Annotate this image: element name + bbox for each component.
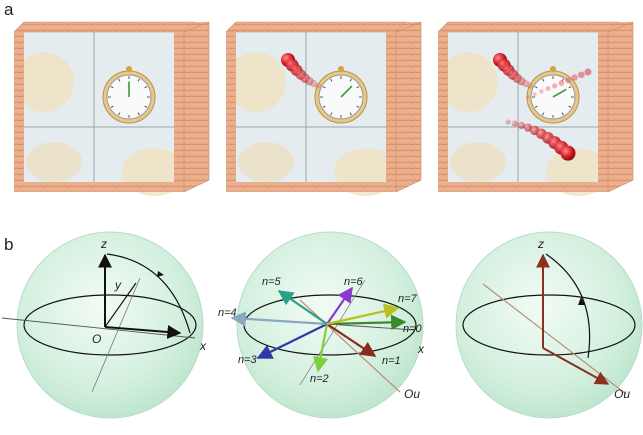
wood-frame-front-right: [598, 32, 608, 192]
wood-frame-left: [438, 32, 448, 192]
n-vector-4: [230, 311, 328, 327]
sphere3-z-label: z: [537, 237, 544, 251]
box-3: [437, 21, 634, 196]
wood-frame-top: [13, 21, 195, 33]
bead-trail: [281, 53, 321, 89]
n-vector-1: [326, 323, 377, 357]
bead: [560, 145, 576, 161]
wood-frame-top: [437, 21, 619, 33]
reflected-clock: [14, 52, 74, 112]
wood-frame-bottom: [438, 182, 608, 192]
n-vector-6: [326, 286, 353, 325]
sphere-3: z Ou: [455, 231, 643, 419]
bead: [545, 86, 551, 92]
bead: [532, 92, 537, 97]
wood-frame-top: [225, 21, 407, 33]
bead: [578, 71, 585, 79]
reflected-clock: [238, 142, 294, 182]
panel-label-b: b: [4, 235, 13, 254]
n-label-2: n=2: [310, 373, 329, 385]
wood-frame-left: [14, 32, 24, 192]
reflected-clock: [438, 52, 498, 112]
clock-boxes: [13, 21, 634, 196]
n-label-0: n=0: [403, 323, 423, 335]
n-label-7: n=7: [398, 293, 418, 305]
bead: [584, 68, 592, 76]
sphere1-x-label: x: [199, 339, 207, 353]
bead: [511, 120, 518, 127]
sphere1-origin-label: O: [92, 332, 101, 346]
clock: [526, 66, 580, 124]
wood-frame-bottom: [14, 182, 184, 192]
bead: [571, 74, 578, 81]
n-vector-3: [256, 323, 328, 359]
reflected-clock: [450, 142, 506, 182]
sphere1-y-label: y: [114, 278, 122, 292]
sphere-2: x Ou n=0 n=1 n=2 n=3 n=4 n=5 n=6 n=7: [218, 231, 425, 419]
sphere1-z-label: z: [100, 237, 107, 251]
n-vectors: [230, 286, 407, 373]
wood-frame-bottom: [226, 182, 396, 192]
clock: [102, 66, 156, 124]
n-vector-7: [326, 303, 400, 326]
n-vector-5: [277, 290, 328, 325]
sphere-1: z y O x: [1, 231, 207, 419]
wood-side-panel: [395, 21, 422, 193]
reflected-clock: [26, 142, 82, 182]
bead-trail: [526, 68, 592, 99]
wood-frame-left: [226, 32, 236, 192]
n-label-6: n=6: [344, 276, 364, 288]
n-label-1: n=1: [382, 355, 401, 367]
wood-frame-front-right: [174, 32, 184, 192]
bead: [552, 83, 558, 89]
n-vector-2: [313, 323, 329, 373]
wood-side-panel: [183, 21, 210, 193]
bead: [565, 77, 571, 84]
n-label-4: n=4: [218, 307, 237, 319]
bead: [315, 82, 321, 89]
clock: [314, 66, 368, 124]
bead-trail: [505, 119, 576, 161]
n-vector-0: [326, 314, 407, 331]
n-label-3: n=3: [238, 354, 258, 366]
bead: [558, 80, 565, 86]
panel-label-a: a: [4, 0, 14, 19]
box-2: [225, 21, 422, 196]
bead: [526, 95, 530, 99]
box-1: [13, 21, 210, 196]
sphere3-ou-label: Ou: [614, 387, 630, 401]
bead: [505, 119, 511, 125]
bead: [517, 121, 525, 130]
reflected-clock: [226, 52, 286, 112]
sphere2-x-label: x: [417, 342, 425, 356]
wood-side-panel: [607, 21, 634, 193]
bead-trail: [493, 53, 533, 89]
bead: [539, 89, 544, 94]
n-label-5: n=5: [262, 276, 282, 288]
sphere2-ou-label: Ou: [404, 387, 420, 401]
wood-frame-front-right: [386, 32, 396, 192]
bead: [527, 82, 533, 89]
